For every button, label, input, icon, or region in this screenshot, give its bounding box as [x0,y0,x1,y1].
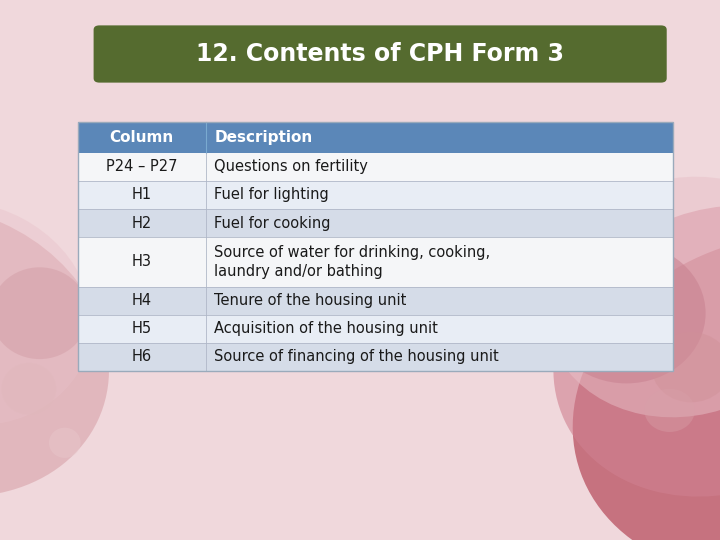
FancyBboxPatch shape [78,209,673,237]
Text: 12. Contents of CPH Form 3: 12. Contents of CPH Form 3 [196,42,564,66]
Text: P24 – P27: P24 – P27 [106,159,178,174]
Ellipse shape [1,363,56,415]
Text: Tenure of the housing unit: Tenure of the housing unit [215,293,407,308]
Ellipse shape [545,177,720,417]
Ellipse shape [0,267,89,359]
FancyBboxPatch shape [78,343,673,371]
Text: H4: H4 [132,293,152,308]
Text: Fuel for lighting: Fuel for lighting [215,187,329,202]
Text: Fuel for cooking: Fuel for cooking [215,215,331,231]
Ellipse shape [572,234,720,540]
Ellipse shape [652,332,720,402]
Ellipse shape [547,243,706,383]
Text: H6: H6 [132,349,152,364]
Ellipse shape [0,201,92,426]
FancyBboxPatch shape [78,287,673,315]
Ellipse shape [554,205,720,497]
Text: Acquisition of the housing unit: Acquisition of the housing unit [215,321,438,336]
FancyBboxPatch shape [78,153,673,181]
Ellipse shape [0,205,109,497]
Text: H2: H2 [132,215,152,231]
Text: H3: H3 [132,254,152,269]
Text: H1: H1 [132,187,152,202]
Text: Source of financing of the housing unit: Source of financing of the housing unit [215,349,499,364]
FancyBboxPatch shape [94,25,667,83]
FancyBboxPatch shape [78,315,673,343]
Ellipse shape [644,389,695,432]
Text: H5: H5 [132,321,152,336]
Text: Column: Column [109,130,174,145]
Ellipse shape [49,428,81,458]
FancyBboxPatch shape [78,237,673,287]
Text: Description: Description [215,130,312,145]
Text: Questions on fertility: Questions on fertility [215,159,369,174]
Text: Source of water for drinking, cooking,
laundry and/or bathing: Source of water for drinking, cooking, l… [215,245,490,279]
FancyBboxPatch shape [78,181,673,209]
FancyBboxPatch shape [78,122,673,153]
